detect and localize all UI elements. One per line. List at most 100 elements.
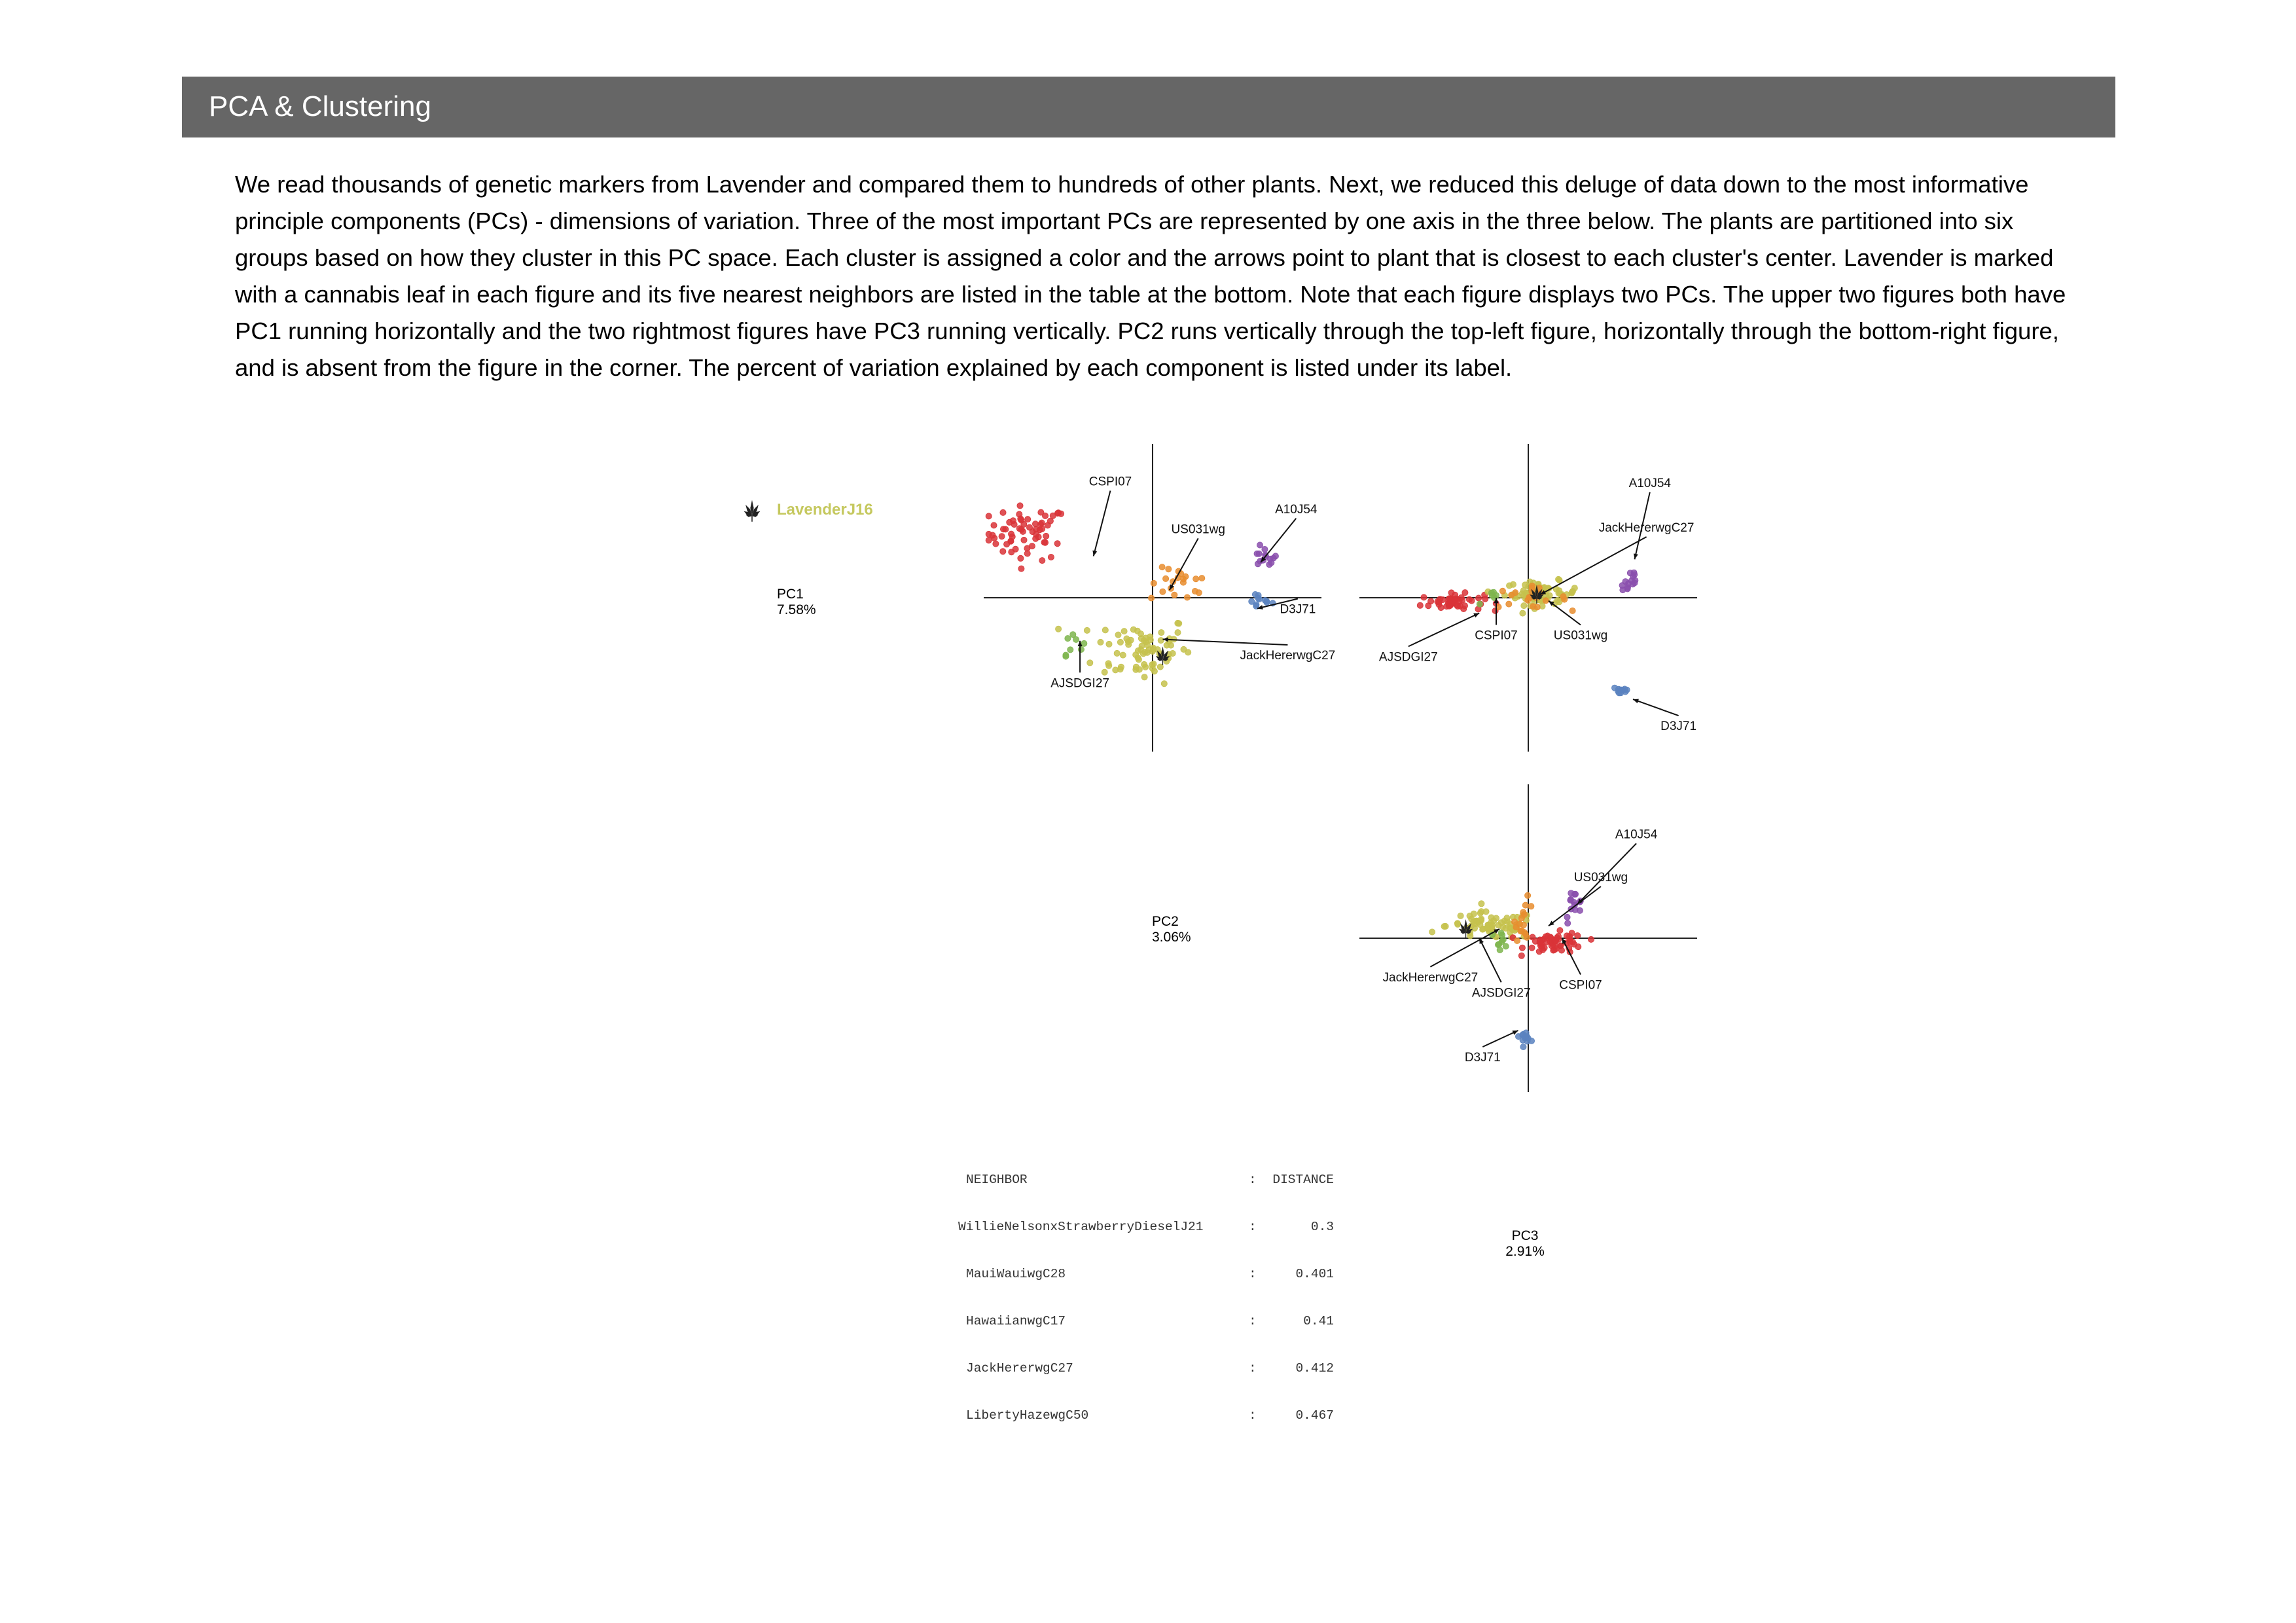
- arrowhead: [1494, 598, 1499, 604]
- pc3-label: PC3: [1512, 1228, 1539, 1243]
- data-point-red: [1445, 602, 1452, 610]
- data-point-green: [1073, 636, 1080, 643]
- scatter-panel-top-right: A10J54 JackHererwgC27 CSPI07 US031wg AJSDGI2…: [1359, 444, 1697, 752]
- data-point-orange: [1522, 902, 1529, 909]
- data-point-yellow: [1138, 630, 1145, 638]
- data-point-yellow: [1429, 928, 1436, 936]
- data-point-orange: [1195, 589, 1202, 596]
- data-point-yellow: [1454, 920, 1461, 927]
- data-point-blue: [1617, 689, 1624, 697]
- data-point-red: [1528, 944, 1535, 951]
- neighbor-name: MauiWauiwgC28: [966, 1267, 1066, 1281]
- data-point-red: [1437, 604, 1444, 611]
- data-point-blue: [1520, 1044, 1527, 1051]
- section-title: PCA & Clustering: [209, 90, 431, 122]
- pc2-label: PC2: [1152, 914, 1179, 929]
- arrowhead: [1548, 600, 1554, 606]
- data-point-orange: [1523, 934, 1530, 941]
- data-point-red: [1547, 934, 1554, 941]
- data-point-green: [1067, 646, 1074, 653]
- arrowhead: [1632, 699, 1639, 704]
- data-point-yellow: [1117, 638, 1124, 646]
- data-point-purple: [1567, 897, 1574, 904]
- data-point-yellow: [1478, 900, 1485, 907]
- data-point-green: [1062, 653, 1069, 660]
- neighbor-name: JackHererwgC27: [966, 1361, 1073, 1376]
- data-point-red: [1038, 519, 1045, 526]
- data-point-orange: [1148, 594, 1155, 602]
- data-point-purple: [1571, 906, 1579, 913]
- table-row: MauiWauiwgC28 : 0.401: [966, 1266, 1424, 1282]
- cannabis-leaf-icon: [1458, 919, 1473, 938]
- data-point-orange: [1165, 566, 1172, 573]
- data-point-red: [1047, 554, 1054, 561]
- data-point-blue: [1253, 602, 1260, 610]
- data-point-yellow: [1157, 663, 1164, 670]
- data-point-orange: [1179, 579, 1187, 586]
- neighbor-name: HawaiianwgC17: [966, 1314, 1066, 1328]
- data-point-yellow: [1484, 925, 1491, 932]
- annotation-arrow: [1168, 538, 1199, 591]
- data-point-yellow: [1168, 642, 1175, 649]
- annotation-label: AJSDGI27: [1472, 986, 1531, 1000]
- data-point-red: [1552, 937, 1560, 944]
- data-point-red: [990, 522, 997, 529]
- annotation-label: D3J71: [1465, 1051, 1501, 1065]
- annotation-label: A10J54: [1275, 503, 1318, 517]
- data-point-red: [1026, 524, 1033, 531]
- data-point-orange: [1198, 575, 1206, 582]
- arrowhead: [1169, 584, 1174, 591]
- data-point-orange: [1524, 892, 1532, 899]
- table-row: HawaiianwgC17 : 0.41: [966, 1313, 1424, 1329]
- data-point-red: [1556, 927, 1564, 934]
- annotation-label: CSPI07: [1089, 475, 1132, 489]
- data-point-purple: [1629, 581, 1636, 588]
- data-point-red: [1529, 934, 1536, 941]
- data-point-purple: [1257, 541, 1264, 549]
- data-point-orange: [1495, 604, 1502, 611]
- data-point-yellow: [1556, 577, 1563, 584]
- data-point-yellow: [1086, 659, 1094, 666]
- data-point-red: [1035, 534, 1042, 541]
- data-point-red: [1008, 530, 1015, 538]
- neighbor-distance: 0.41: [1303, 1314, 1334, 1328]
- data-point-yellow: [1138, 642, 1145, 649]
- data-point-yellow: [1478, 908, 1485, 915]
- data-point-orange: [1520, 909, 1527, 916]
- annotation-arrow: [1548, 886, 1602, 926]
- annotation-arrow: [1257, 598, 1299, 610]
- data-point-red: [1416, 602, 1424, 609]
- annotation-label: AJSDGI27: [1050, 676, 1109, 690]
- data-point-yellow: [1180, 646, 1187, 653]
- data-point-red: [1465, 596, 1473, 603]
- pc1-pct: 7.58%: [777, 602, 816, 617]
- data-point-red: [1563, 932, 1570, 939]
- data-point-green: [1077, 646, 1085, 653]
- data-point-red: [998, 533, 1005, 540]
- data-point-red: [1007, 538, 1014, 545]
- data-point-orange: [1159, 588, 1166, 595]
- data-point-blue: [1248, 598, 1255, 605]
- data-point-yellow: [1139, 650, 1147, 657]
- row-separator: :: [1249, 1361, 1257, 1376]
- data-point-yellow: [1470, 910, 1477, 917]
- data-point-yellow: [1101, 668, 1108, 676]
- data-point-red: [992, 540, 999, 547]
- data-point-green: [1498, 930, 1505, 937]
- data-point-green: [1476, 600, 1483, 608]
- data-point-red: [989, 532, 996, 539]
- arrowhead: [1092, 550, 1098, 556]
- data-point-orange: [1569, 607, 1576, 614]
- data-point-red: [1445, 595, 1452, 602]
- data-point-yellow: [1150, 646, 1157, 653]
- distance-header: DISTANCE: [1272, 1173, 1334, 1187]
- data-point-yellow: [1158, 629, 1165, 636]
- data-point-red: [1435, 598, 1443, 606]
- data-point-blue: [1255, 594, 1262, 602]
- annotation-arrow: [1634, 492, 1651, 560]
- annotation-label: US031wg: [1574, 871, 1628, 884]
- annotation-arrow: [1548, 600, 1581, 626]
- neighbor-distance: 0.412: [1295, 1361, 1334, 1376]
- data-point-purple: [1272, 553, 1279, 560]
- intro-paragraph: We read thousands of genetic markers fro…: [235, 171, 2066, 381]
